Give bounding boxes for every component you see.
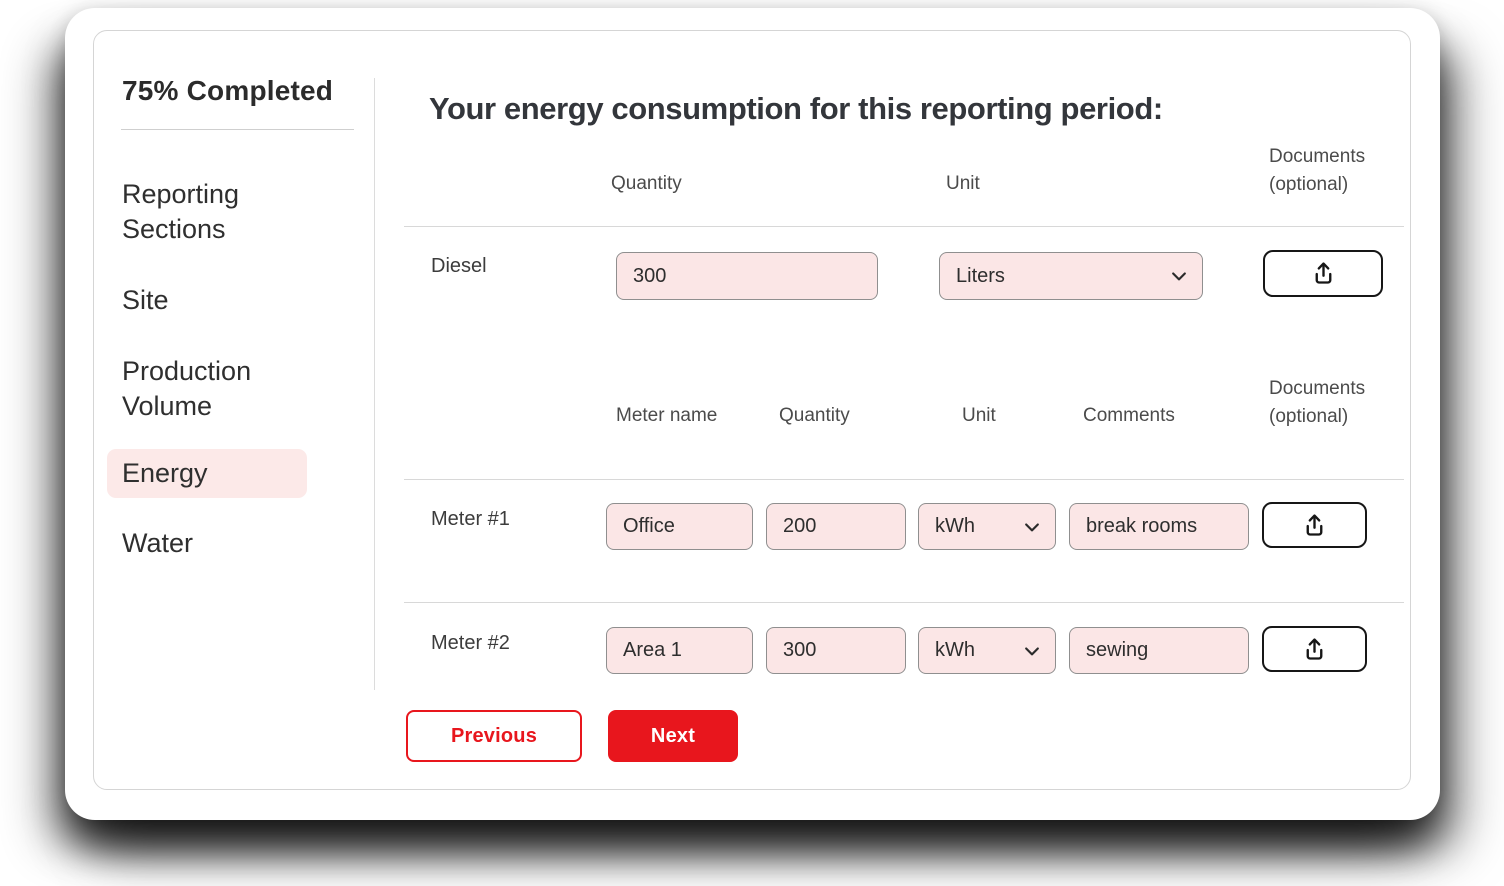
sidebar-item-production-volume[interactable]: Production Volume <box>122 356 252 421</box>
meter1-upload-button[interactable] <box>1262 502 1367 548</box>
page-title: Your energy consumption for this reporti… <box>429 91 1163 126</box>
meter2-quantity-input[interactable] <box>766 627 906 674</box>
meter-row-divider <box>404 479 1404 480</box>
sidebar-item-energy[interactable]: Energy <box>107 449 307 498</box>
meter2-upload-button[interactable] <box>1262 626 1367 672</box>
meter-documents-header: Documents (optional) <box>1269 378 1366 427</box>
next-button[interactable]: Next <box>608 710 738 762</box>
meter1-unit-value: kWh <box>935 515 975 537</box>
sidebar-content-divider <box>374 78 375 690</box>
meter-row-divider <box>404 602 1404 603</box>
sidebar-divider <box>121 129 354 130</box>
meter-quantity-header: Quantity <box>779 405 850 426</box>
fuel-row-divider <box>404 226 1404 227</box>
meter1-unit-select[interactable]: kWh <box>918 503 1056 550</box>
diesel-quantity-input[interactable] <box>616 252 878 300</box>
fuel-documents-header: Documents (optional) <box>1269 146 1366 195</box>
diesel-unit-select[interactable]: Liters <box>939 252 1203 300</box>
fuel-unit-header: Unit <box>946 173 980 194</box>
meter2-unit-value: kWh <box>935 639 975 661</box>
previous-button[interactable]: Previous <box>406 710 582 762</box>
meter1-name-input[interactable] <box>606 503 753 550</box>
diesel-unit-value: Liters <box>956 264 1005 287</box>
sidebar-item-site[interactable]: Site <box>122 285 169 315</box>
chevron-down-icon <box>1025 646 1039 655</box>
meter-comments-header: Comments <box>1083 405 1175 426</box>
upload-icon <box>1315 262 1331 284</box>
report-card: 75% Completed Reporting Sections Site Pr… <box>65 8 1440 820</box>
meter-row-label: Meter #1 <box>431 508 510 530</box>
meter1-comments-input[interactable] <box>1069 503 1249 550</box>
upload-icon <box>1306 637 1323 660</box>
sidebar-item-reporting-sections[interactable]: Reporting Sections <box>122 179 240 244</box>
progress-label: 75% Completed <box>122 75 334 106</box>
report-panel: 75% Completed Reporting Sections Site Pr… <box>93 30 1411 790</box>
diesel-upload-button[interactable] <box>1263 250 1383 297</box>
meter2-comments-input[interactable] <box>1069 627 1249 674</box>
sidebar-item-water[interactable]: Water <box>122 528 194 558</box>
fuel-row-label: Diesel <box>431 255 487 277</box>
chevron-down-icon <box>1172 272 1186 281</box>
meter-row-label: Meter #2 <box>431 632 510 654</box>
chevron-down-icon <box>1025 522 1039 531</box>
meter2-unit-select[interactable]: kWh <box>918 627 1056 674</box>
upload-icon <box>1306 513 1323 536</box>
meter2-name-input[interactable] <box>606 627 753 674</box>
meter-unit-header: Unit <box>962 405 996 426</box>
fuel-quantity-header: Quantity <box>611 173 682 194</box>
meter1-quantity-input[interactable] <box>766 503 906 550</box>
meter-name-header: Meter name <box>616 405 718 426</box>
